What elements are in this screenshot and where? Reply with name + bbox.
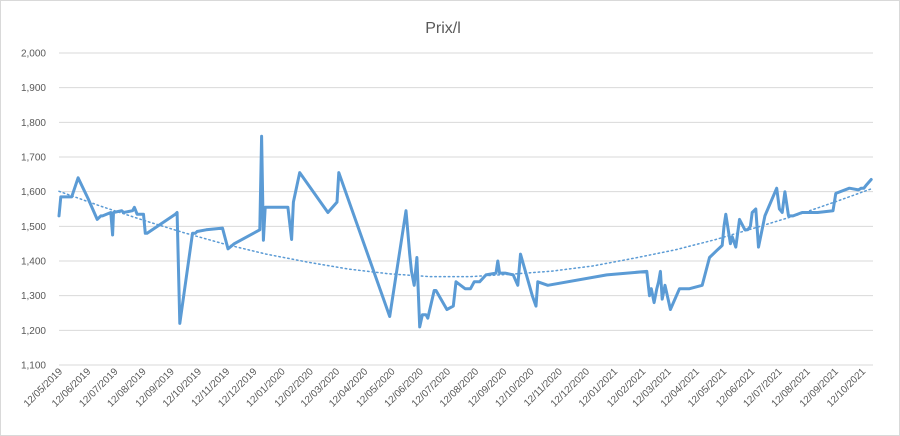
- y-tick-label: 1,500: [21, 222, 46, 233]
- series-layer: [57, 134, 874, 329]
- y-tick-label: 2,000: [21, 49, 46, 60]
- gridlines: [59, 52, 873, 366]
- y-tick-label: 1,700: [21, 153, 46, 164]
- y-tick-label: 1,400: [21, 257, 46, 268]
- y-tick-label: 1,900: [21, 83, 46, 94]
- y-tick-label: 1,200: [21, 326, 46, 337]
- y-tick-label: 1,600: [21, 187, 46, 198]
- trend-line: [58, 187, 874, 278]
- chart-title: Prix/l: [425, 20, 461, 37]
- y-tick-label: 1,800: [21, 118, 46, 129]
- y-tick-label: 1,100: [21, 361, 46, 372]
- y-tick-label: 1,300: [21, 291, 46, 302]
- y-axis-tick-labels: 1,100 1,200 1,300 1,400 1,500 1,600 1,700 1,800…: [21, 49, 46, 372]
